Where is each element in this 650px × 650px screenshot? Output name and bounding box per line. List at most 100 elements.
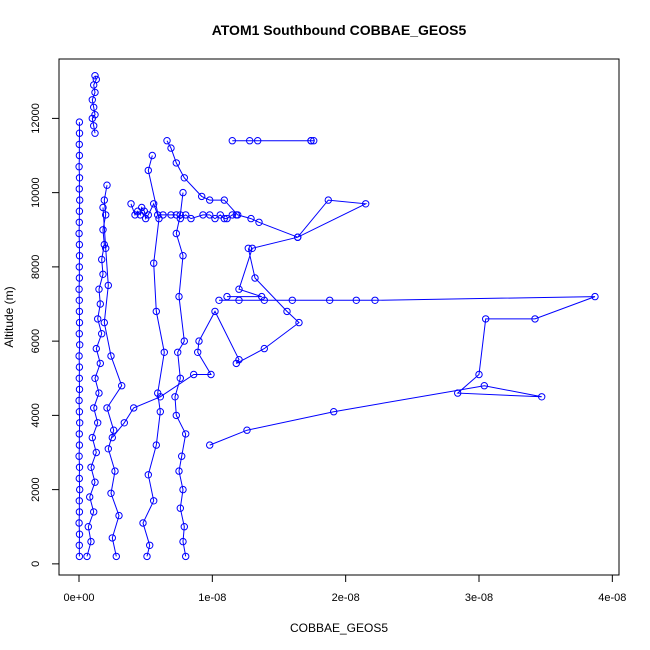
data-point	[100, 318, 109, 327]
series-line	[174, 192, 187, 557]
data-point	[182, 430, 190, 438]
data-point	[75, 240, 84, 249]
data-point	[180, 174, 189, 182]
data-point	[206, 211, 214, 219]
data-point	[156, 393, 165, 401]
data-point	[75, 174, 84, 182]
data-point	[352, 296, 360, 304]
data-point	[326, 296, 334, 304]
data-point	[247, 214, 255, 223]
data-point	[76, 196, 84, 204]
data-point	[150, 200, 158, 208]
x-tick-label: 4e-08	[598, 592, 626, 604]
data-point	[75, 140, 84, 149]
data-point	[75, 385, 84, 394]
data-point	[108, 534, 117, 542]
data-point	[295, 318, 303, 327]
data-point	[136, 211, 145, 219]
data-point	[75, 318, 84, 327]
data-point	[92, 344, 101, 353]
data-point	[248, 244, 257, 253]
data-point	[160, 348, 169, 356]
data-point	[260, 296, 268, 304]
data-point	[110, 426, 118, 434]
data-point	[102, 211, 110, 219]
data-point	[307, 137, 315, 145]
data-point	[172, 229, 181, 238]
data-point	[178, 452, 186, 460]
data-point	[75, 497, 84, 505]
data-point	[251, 274, 259, 282]
data-point	[90, 508, 98, 516]
data-point	[75, 463, 84, 471]
data-point	[88, 96, 97, 104]
data-point	[103, 181, 111, 189]
data-point	[371, 296, 379, 304]
data-point	[75, 408, 84, 416]
data-point	[143, 552, 151, 561]
data-point	[176, 374, 185, 382]
data-point	[155, 214, 163, 223]
data-point	[175, 467, 183, 475]
data-point	[90, 103, 98, 112]
data-point	[76, 341, 84, 349]
data-point	[75, 307, 84, 316]
y-tick-label: 10000	[30, 177, 42, 208]
data-point	[103, 404, 111, 412]
data-point	[195, 337, 203, 345]
data-point	[118, 382, 126, 390]
data-point	[90, 404, 98, 412]
data-point	[75, 163, 83, 171]
data-point	[211, 214, 219, 223]
data-point	[591, 292, 599, 301]
data-point	[156, 408, 165, 416]
data-point	[75, 430, 84, 438]
x-tick-label: 1e-08	[198, 592, 226, 604]
data-point	[99, 203, 107, 212]
data-point	[288, 296, 296, 304]
data-point	[75, 218, 84, 227]
data-point	[207, 370, 215, 379]
data-point	[87, 463, 95, 471]
data-point	[254, 137, 262, 145]
data-point	[75, 508, 84, 516]
series-line	[102, 207, 123, 557]
data-point	[206, 196, 214, 204]
data-point	[294, 233, 302, 241]
data-point	[180, 523, 189, 531]
data-point	[107, 489, 115, 497]
data-point	[182, 211, 190, 219]
data-point	[90, 122, 98, 130]
data-point	[171, 393, 179, 401]
data-point	[99, 270, 107, 278]
data-point	[258, 292, 266, 301]
data-point	[179, 537, 187, 546]
data-point	[88, 433, 97, 442]
chart-title: ATOM1 Southbound COBBAE_GEOS5	[212, 22, 467, 38]
series-line	[78, 122, 81, 557]
data-point	[174, 348, 182, 356]
data-point	[260, 344, 268, 353]
y-tick-label: 2000	[30, 477, 42, 501]
data-point	[194, 348, 202, 356]
data-point	[172, 211, 181, 219]
data-point	[152, 307, 161, 316]
data-point	[176, 214, 185, 223]
y-tick-label: 0	[30, 561, 42, 567]
data-point	[75, 552, 84, 561]
data-point	[150, 259, 158, 267]
data-point	[215, 296, 223, 304]
data-point	[324, 196, 332, 204]
data-point	[92, 75, 101, 84]
series-line	[166, 140, 368, 298]
data-point	[91, 72, 99, 80]
data-point	[130, 404, 138, 412]
data-point	[104, 281, 113, 290]
series-line	[86, 185, 108, 557]
data-point	[167, 144, 175, 152]
data-point	[75, 363, 84, 371]
data-point	[107, 352, 115, 360]
data-point	[144, 211, 153, 219]
data-point	[75, 118, 84, 126]
data-point	[127, 200, 135, 208]
